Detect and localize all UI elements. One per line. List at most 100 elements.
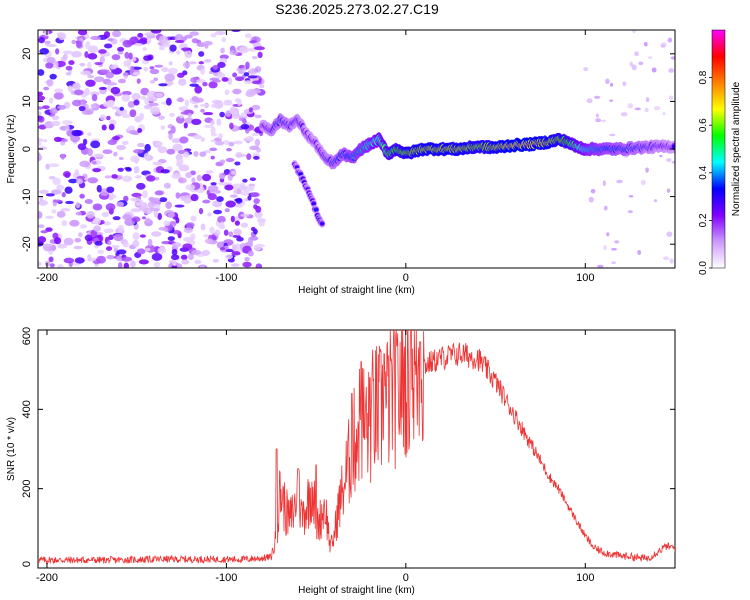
spectrogram-noise-cell: [181, 259, 190, 265]
spectrogram-noise-cell: [149, 102, 159, 107]
spectrogram-noise-cell: [248, 68, 257, 75]
spectrogram-noise-cell: [121, 114, 132, 119]
spectrogram-noise-cell: [168, 61, 173, 66]
spectrogram-noise-cell: [242, 178, 248, 183]
spectrogram-noise-cell: [117, 167, 124, 172]
spectrogram-noise-cell: [121, 140, 129, 145]
spectrogram-noise-cell: [107, 139, 117, 146]
spectrogram-noise-cell: [79, 160, 91, 168]
spectrogram-noise-cell: [227, 77, 233, 85]
spectrogram-noise-cell: [212, 200, 223, 208]
spectrogram-noise-cell: [78, 105, 86, 112]
spectrogram-noise-cell: [229, 194, 238, 198]
spectrogram-noise-cell: [234, 161, 241, 166]
spectrogram-noise-cell: [603, 205, 608, 211]
spectrogram-noise-cell: [38, 224, 45, 229]
spectrogram-noise-cell: [130, 260, 136, 268]
spectrogram-noise-cell: [130, 197, 141, 202]
spectrogram-noise-cell: [43, 138, 48, 143]
spectrogram-noise-cell: [194, 97, 204, 103]
spectrogram-noise-cell: [168, 132, 173, 140]
spectrogram-noise-cell: [38, 124, 47, 130]
spectrogram-noise-cell: [614, 240, 620, 244]
spectrogram-noise-cell: [39, 195, 44, 202]
spectrogram-noise-cell: [254, 138, 261, 147]
spectrogram-noise-cell: [609, 133, 616, 137]
spectrogram-noise-cell: [174, 204, 185, 208]
spectrogram-noise-cell: [666, 158, 672, 162]
spectrogram-noise-cell: [38, 95, 46, 101]
spectrogram-noise-cell: [224, 184, 234, 191]
spectrogram-noise-cell: [184, 200, 190, 204]
spectrogram-noise-cell: [659, 154, 663, 158]
spectrogram-noise-cell: [153, 261, 161, 268]
spectrogram-noise-cell: [247, 195, 252, 201]
spectrogram-noise-cell: [85, 41, 91, 50]
spectrogram-noise-cell: [178, 114, 185, 119]
spectrogram-noise-cell: [184, 99, 189, 107]
spectrogram-noise-cell: [240, 222, 249, 228]
spectrogram-noise-cell: [42, 243, 53, 247]
spectrogram-noise-cell: [87, 45, 99, 53]
spectrogram-noise-cell: [194, 85, 203, 94]
spectrogram-noise-cell: [628, 195, 634, 198]
spectrogram-noise-cell: [671, 160, 675, 164]
spectrogram-noise-cell: [147, 238, 153, 247]
spectrogram-noise-cell: [105, 246, 113, 251]
spectrogram-noise-cell: [190, 215, 197, 222]
spectrogram-noise-cell: [212, 64, 219, 70]
spectrogram-noise-cell: [189, 31, 199, 36]
spectrogram-noise-cell: [84, 234, 93, 242]
spectrogram-noise-cell: [198, 61, 205, 65]
spectrogram-noise-cell: [153, 77, 158, 81]
spectrogram-noise-cell: [57, 104, 67, 110]
spectrogram-noise-cell: [244, 256, 250, 262]
spectrogram-noise-cell: [204, 59, 212, 63]
spectrogram-noise-cell: [246, 153, 252, 161]
colorbar: 0.0 0.2 0.4 0.6 0.8 Normalized spectral ampl…: [698, 29, 742, 275]
spectrogram-noise-cell: [250, 88, 262, 94]
spectrogram-noise-cell: [207, 212, 212, 217]
spectrogram-noise-cell: [174, 40, 185, 44]
spectrogram-noise-cell: [250, 192, 260, 198]
spectrogram-noise-cell: [149, 68, 160, 75]
spectrogram-noise-cell: [60, 153, 65, 160]
spectrogram-noise-cell: [199, 151, 207, 157]
spectrogram-noise-cell: [663, 256, 670, 261]
spectrogram-noise-cell: [180, 254, 188, 260]
spectrogram-noise-cell: [193, 134, 202, 140]
spectrogram-noise-cell: [38, 111, 42, 116]
spectrogram-noise-cell: [609, 99, 614, 102]
spectrogram-noise-cell: [148, 196, 155, 202]
spectrogram-noise-cell: [218, 133, 223, 139]
spectrogram-noise-cell: [229, 122, 234, 130]
spectrogram-noise-cell: [107, 240, 112, 246]
spectrogram-noise-cell: [172, 143, 183, 152]
spectrogram-noise-cell: [645, 97, 650, 103]
spectrogram-noise-cell: [670, 56, 675, 60]
spectrogram-noise-cell: [187, 112, 193, 118]
spectrogram-noise-cell: [134, 175, 142, 179]
spectrogram-noise-cell: [70, 134, 81, 143]
spectrogram-y-ticks: -20 -10 0 10 20: [21, 48, 675, 252]
snr-x-tick-label: 100: [576, 572, 594, 584]
spectrogram-noise-cell: [194, 104, 199, 109]
snr-y-tick-label: 200: [21, 479, 33, 497]
spectrogram-noise-cell: [202, 112, 214, 116]
spectrogram-noise-cell: [184, 50, 193, 59]
spectrogram-noise-cell: [44, 260, 51, 267]
spectrogram-noise-cell: [84, 87, 90, 96]
spectrogram-noise-cell: [129, 129, 138, 135]
spectrogram-noise-cell: [54, 237, 62, 245]
spectrogram-noise-cell: [38, 153, 42, 161]
spectrogram-noise-cell: [61, 138, 68, 143]
spectrogram-noise-cell: [154, 190, 164, 196]
spectrogram-noise-cell: [169, 44, 177, 52]
spectrogram-noise-cell: [595, 118, 602, 123]
spectrogram-noise-cell: [202, 82, 208, 87]
spectrogram-noise-cell: [54, 88, 64, 93]
spectrogram-noise-cell: [45, 62, 54, 69]
spectrogram-noise-cell: [127, 100, 136, 108]
